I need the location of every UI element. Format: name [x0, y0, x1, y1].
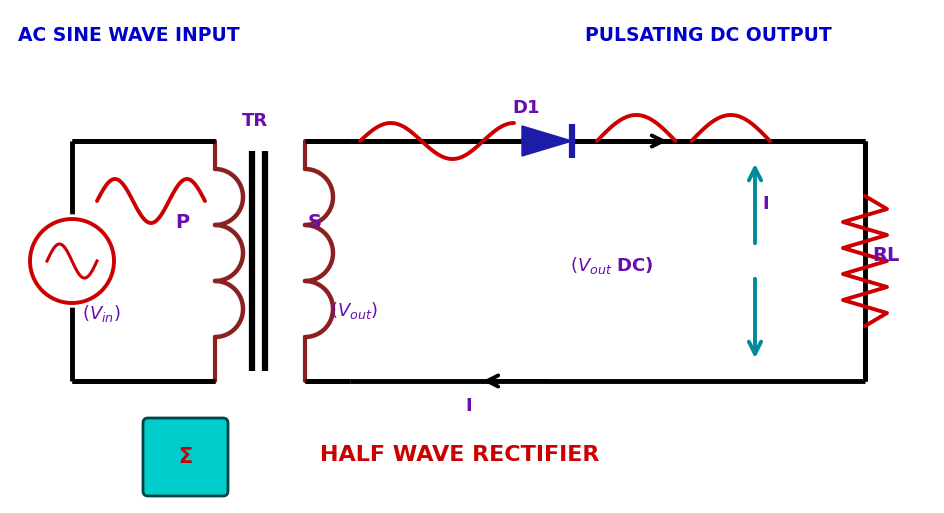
Text: HALF WAVE RECTIFIER: HALF WAVE RECTIFIER — [320, 445, 599, 465]
Text: D1: D1 — [512, 99, 539, 117]
Text: $(V_{in})$: $(V_{in})$ — [82, 303, 121, 324]
Text: PULSATING DC OUTPUT: PULSATING DC OUTPUT — [584, 26, 831, 45]
Text: P: P — [175, 213, 189, 232]
Text: $(V_{out}$ DC): $(V_{out}$ DC) — [569, 255, 653, 276]
Text: I: I — [761, 195, 767, 213]
Text: $(V_{out})$: $(V_{out})$ — [329, 300, 378, 321]
Circle shape — [26, 215, 118, 307]
Text: Σ: Σ — [178, 447, 193, 467]
FancyBboxPatch shape — [143, 418, 228, 496]
Text: I: I — [464, 397, 471, 415]
Text: S: S — [308, 213, 322, 232]
Text: RL: RL — [871, 246, 899, 265]
Text: AC SINE WAVE INPUT: AC SINE WAVE INPUT — [18, 26, 240, 45]
Text: TR: TR — [242, 112, 268, 130]
Polygon shape — [521, 126, 571, 156]
